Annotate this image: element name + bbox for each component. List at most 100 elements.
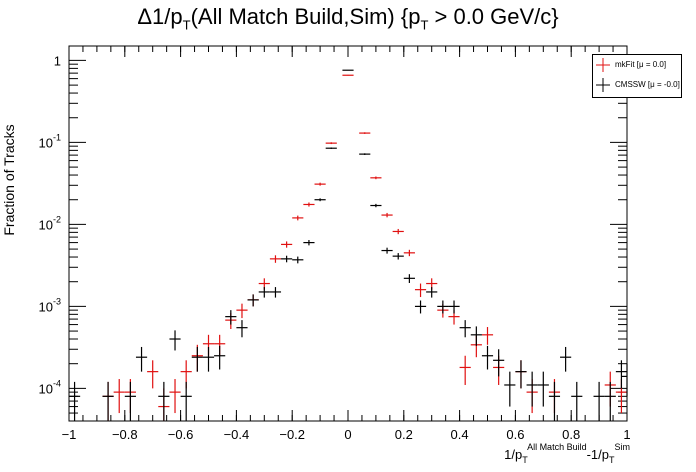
series-1: [69, 69, 628, 421]
data-point: [303, 202, 315, 207]
data-point: [459, 355, 471, 385]
data-point: [459, 320, 471, 338]
tick-labels: −1 −0.8 −0.6 −0.4 −0.2 0 0.2 0.4 0.6 0.8 1 10-4 10-3…: [39, 53, 631, 442]
data-point: [414, 283, 427, 298]
x-tick-label: −1: [62, 427, 77, 442]
data-point: [381, 247, 393, 254]
data-point: [470, 326, 482, 346]
data-point: [515, 360, 527, 389]
data-point: [493, 349, 505, 377]
data-point: [214, 345, 226, 370]
data-point: [124, 381, 136, 421]
data-point: [604, 381, 616, 421]
data-point: [269, 255, 282, 263]
data-point: [359, 153, 371, 155]
data-point: [426, 287, 438, 298]
y-tick-label: 10-2: [39, 214, 61, 232]
title-part: T: [182, 17, 191, 33]
x-tick-label: −0.8: [112, 427, 138, 442]
data-point: [414, 300, 427, 314]
legend-label: mkFit [μ = 0.0]: [615, 60, 667, 69]
data-point: [593, 381, 605, 421]
x-tick-label: −0.2: [279, 427, 305, 442]
chart-title: Δ1/pT(All Match Build,Sim) {pT > 0.0 GeV…: [0, 4, 696, 32]
x-tick-label: −0.4: [224, 427, 250, 442]
y-tick-label: 1: [54, 53, 61, 68]
data-point: [370, 203, 382, 208]
data-point: [359, 132, 371, 134]
data-point: [303, 240, 315, 246]
data-point: [180, 381, 192, 421]
data-point: [314, 198, 326, 202]
data-point: [191, 346, 203, 372]
x-tick-label: 1: [623, 427, 630, 442]
data-point: [448, 300, 460, 314]
series-0: [102, 74, 627, 421]
data-point: [135, 346, 148, 372]
title-part: (All Match Build,Sim) {p: [190, 4, 421, 29]
x-tick-label: 0.4: [451, 427, 469, 442]
data-point: [314, 182, 326, 186]
data-point: [292, 256, 304, 264]
data-point: [113, 379, 125, 414]
data-point: [169, 379, 181, 414]
data-point: [147, 360, 159, 389]
data-point: [615, 360, 627, 389]
title-part: > 0.0 GeV/c}: [428, 4, 559, 29]
data-point: [247, 294, 259, 307]
data-point: [403, 274, 415, 283]
x-tick-label: 0.8: [562, 427, 580, 442]
data-point: [325, 142, 337, 145]
x-tick-label: 0.6: [506, 427, 524, 442]
xlabel-part: T: [522, 455, 528, 465]
x-tick-label: 0.2: [395, 427, 413, 442]
data-point: [370, 176, 382, 180]
xlabel-part: T: [609, 455, 615, 465]
y-tick-label: 10-4: [39, 378, 61, 396]
data-point: [560, 346, 572, 372]
data-point: [236, 303, 248, 319]
data-point: [392, 253, 404, 260]
axes: [68, 45, 628, 422]
data-point: [169, 330, 181, 351]
data-point: [481, 327, 494, 345]
data-point: [571, 381, 583, 421]
data-point: [381, 212, 393, 218]
y-tick-label: 10-3: [39, 296, 61, 314]
xlabel-part: 1/p: [504, 447, 522, 462]
data-point: [481, 345, 494, 370]
data-point: [258, 287, 270, 298]
data-point: [102, 381, 114, 421]
legend-entry-cmssw: CMSSW [μ = -0.0]: [593, 76, 681, 94]
xlabel-part: -1/p: [587, 447, 609, 462]
data-point: [403, 249, 415, 257]
data-point: [236, 320, 248, 338]
legend-entry-mkfit: mkFit [μ = 0.0]: [593, 56, 681, 74]
data-point: [202, 346, 215, 372]
data-point: [504, 371, 516, 407]
data-point: [269, 287, 282, 298]
data-point: [526, 371, 538, 407]
xlabel-part: All Match Build: [527, 442, 587, 452]
y-tick-label: 10-1: [39, 132, 61, 150]
legend-marker: [596, 58, 610, 72]
data-point: [281, 255, 293, 263]
data-point: [392, 228, 404, 235]
data-point: [225, 310, 237, 325]
data-point: [342, 74, 354, 76]
data-marks: [69, 69, 628, 421]
x-tick-label: −0.6: [168, 427, 194, 442]
data-point: [437, 300, 449, 314]
data-point: [69, 381, 81, 421]
data-point: [292, 215, 304, 221]
legend-label: CMSSW [μ = -0.0]: [615, 80, 680, 89]
title-part: T: [420, 17, 429, 33]
xlabel-part: Sim: [615, 442, 631, 452]
data-point: [158, 381, 170, 421]
legend: mkFit [μ = 0.0] CMSSW [μ = -0.0]: [592, 54, 682, 98]
data-point: [548, 381, 561, 421]
data-point: [325, 147, 337, 149]
legend-marker: [596, 78, 610, 92]
title-part: Δ1/p: [137, 4, 183, 29]
